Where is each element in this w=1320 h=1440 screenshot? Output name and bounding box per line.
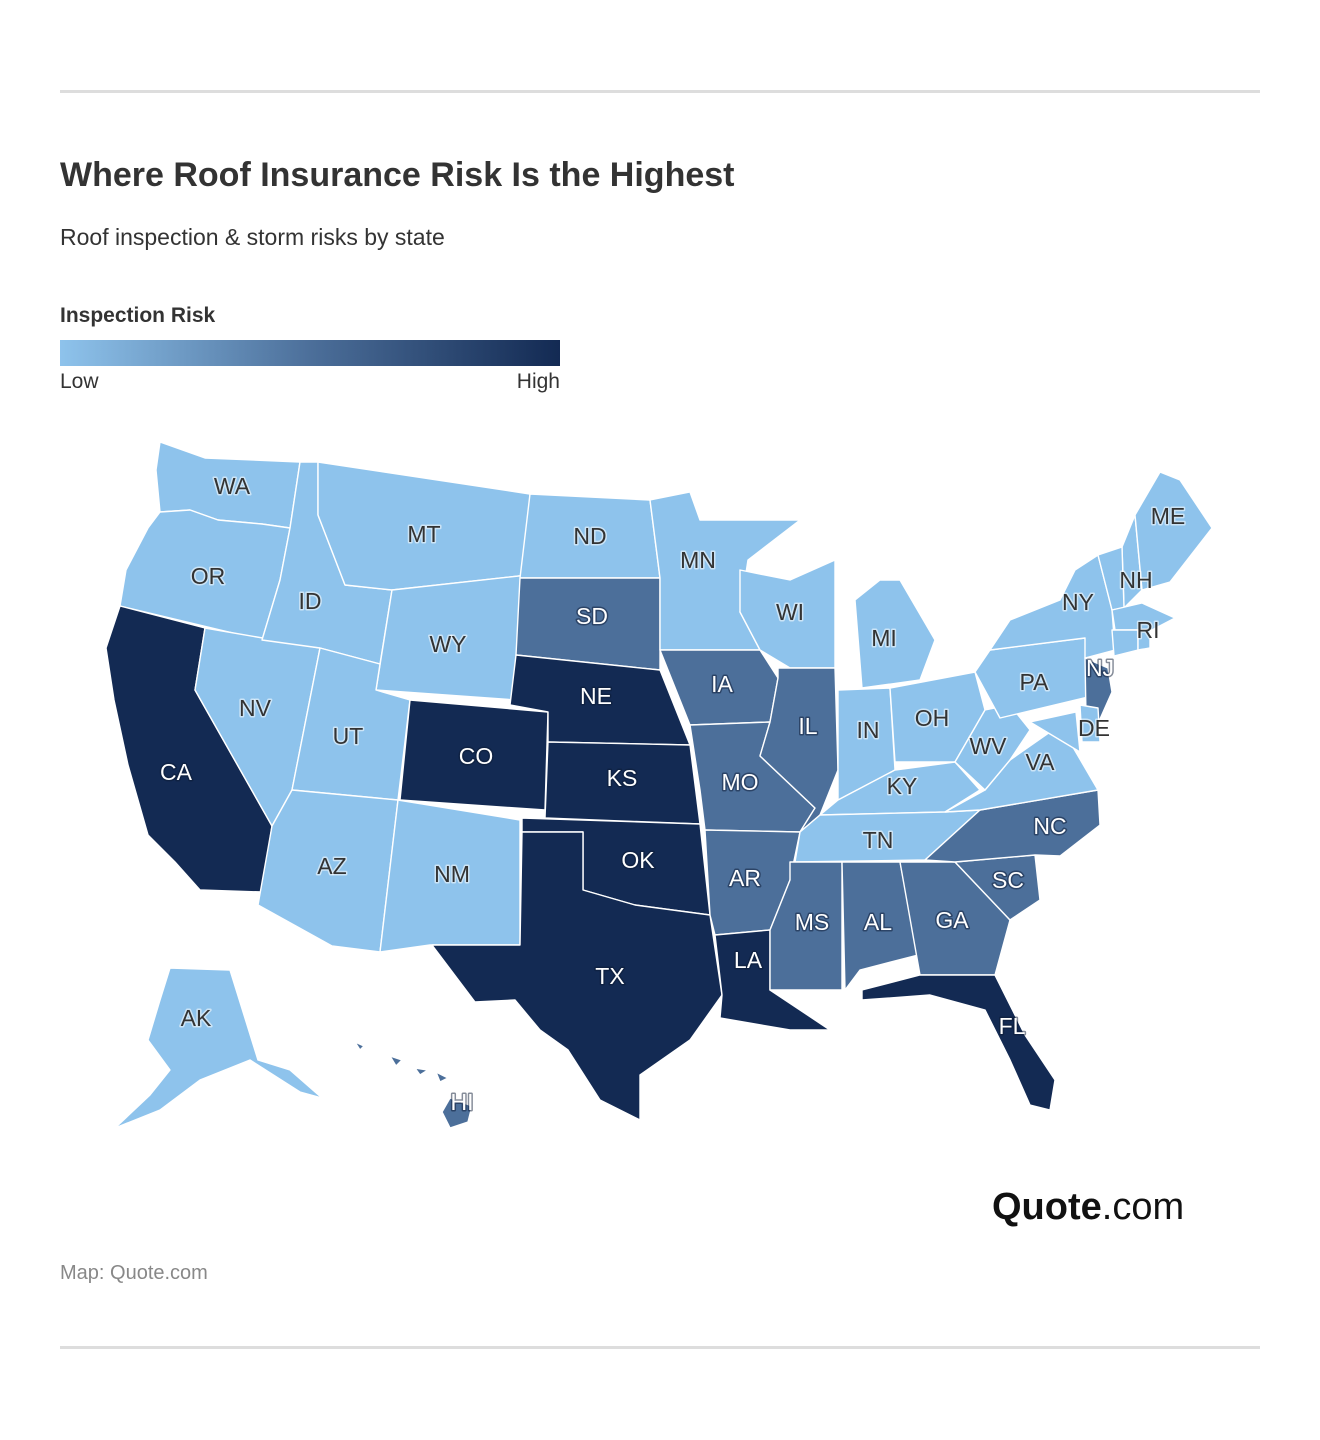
state-label-ok: OK: [621, 847, 655, 873]
state-label-oh: OH: [915, 705, 950, 731]
state-label-ri: RI: [1137, 617, 1160, 643]
state-label-la: LA: [734, 947, 763, 973]
state-label-de: DE: [1078, 715, 1110, 741]
logo-suffix: .com: [1101, 1186, 1185, 1228]
state-label-fl: FL: [999, 1013, 1026, 1039]
state-label-me: ME: [1151, 503, 1186, 529]
state-tx: [431, 831, 723, 1121]
legend-gradient-bar: [60, 340, 560, 366]
state-label-nc: NC: [1033, 813, 1066, 839]
state-label-ms: MS: [795, 909, 830, 935]
state-label-al: AL: [864, 909, 892, 935]
state-wv: [954, 704, 1031, 791]
state-label-hi: HI: [451, 1089, 474, 1115]
state-label-il: IL: [798, 713, 817, 739]
state-label-id: ID: [299, 588, 322, 614]
legend-low-label: Low: [60, 370, 99, 393]
state-label-nm: NM: [434, 861, 470, 887]
chart-title: Where Roof Insurance Risk Is the Highest: [60, 156, 735, 194]
state-label-or: OR: [191, 563, 226, 589]
state-label-nd: ND: [573, 523, 606, 549]
state-label-wi: WI: [776, 599, 804, 625]
state-ak: [114, 967, 323, 1129]
legend-labels: Low High: [60, 370, 560, 398]
state-hi: [354, 1041, 473, 1129]
state-al: [841, 861, 919, 991]
logo-brand: Quote: [992, 1186, 1102, 1228]
state-label-mi: MI: [871, 625, 897, 651]
state-label-nj: NJ: [1086, 655, 1114, 681]
state-label-pa: PA: [1020, 669, 1050, 695]
state-labels-layer: WA OR CA NV ID MT WY UT AZ CO NM ND SD NE KS OK TX MN IA MO…: [159, 472, 1187, 1117]
state-de: [1079, 704, 1101, 743]
us-choropleth-map: WA OR CA NV ID MT WY UT AZ CO NM ND SD NE KS OK TX MN IA MO…: [105, 441, 1213, 1129]
state-label-ut: UT: [333, 723, 364, 749]
state-ri: [1137, 629, 1151, 651]
legend-title: Inspection Risk: [60, 304, 216, 327]
state-md: [1029, 711, 1081, 753]
state-label-ia: IA: [711, 671, 733, 697]
state-label-ks: KS: [607, 765, 638, 791]
state-label-mt: MT: [407, 521, 440, 547]
color-legend: Inspection Risk Low High: [60, 304, 560, 398]
chart-subtitle: Roof inspection & storm risks by state: [60, 224, 445, 250]
state-ny: [989, 554, 1116, 659]
state-label-co: CO: [459, 743, 494, 769]
state-label-nv: NV: [239, 695, 272, 721]
state-fl: [861, 974, 1056, 1111]
map-source: Map: Quote.com: [60, 1262, 208, 1284]
state-label-tn: TN: [863, 827, 894, 853]
state-label-mn: MN: [680, 547, 716, 573]
state-label-ny: NY: [1062, 589, 1094, 615]
state-label-wy: WY: [429, 631, 466, 657]
state-label-ky: KY: [887, 773, 918, 799]
top-divider: [60, 90, 1260, 93]
state-label-wv: WV: [969, 733, 1007, 759]
state-label-ga: GA: [935, 907, 969, 933]
state-label-ne: NE: [580, 683, 612, 709]
state-label-in: IN: [857, 717, 880, 743]
state-label-wa: WA: [214, 473, 251, 499]
state-me: [1134, 471, 1213, 591]
state-mi: [854, 579, 936, 689]
state-ma: [1111, 602, 1176, 631]
state-label-sd: SD: [576, 603, 608, 629]
state-il: [759, 667, 839, 833]
state-label-nh: NH: [1119, 567, 1152, 593]
bottom-divider: [60, 1346, 1260, 1349]
state-label-az: AZ: [317, 853, 346, 879]
state-label-tx: TX: [595, 963, 624, 989]
state-ct: [1111, 629, 1139, 657]
state-label-mo: MO: [721, 769, 758, 795]
legend-high-label: High: [516, 370, 560, 393]
quote-com-logo: Quote.com: [992, 1186, 1184, 1229]
state-label-ca: CA: [160, 759, 193, 785]
state-label-sc: SC: [992, 867, 1024, 893]
state-label-ak: AK: [181, 1005, 212, 1031]
states-layer: [105, 441, 1213, 1129]
state-label-va: VA: [1026, 749, 1056, 775]
state-label-ar: AR: [729, 865, 761, 891]
